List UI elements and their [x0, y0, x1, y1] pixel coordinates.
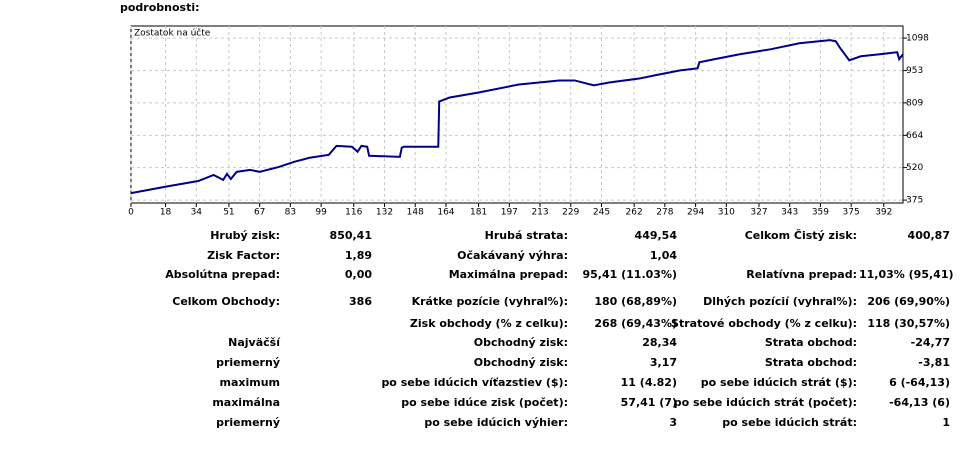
cell-value: 1 [942, 416, 950, 429]
section-title: podrobnosti: [120, 1, 200, 14]
cell-value: 0,00 [345, 268, 372, 281]
x-tick-label: 18 [160, 208, 172, 218]
cell-label: Maximálna prepad: [449, 268, 568, 281]
x-tick-label: 343 [781, 208, 798, 218]
cell-label: Stratové obchody (% z celku): [671, 317, 857, 330]
x-tick-label: 294 [687, 208, 704, 218]
x-tick-label: 67 [254, 208, 265, 218]
cell-label: Zisk Factor: [207, 249, 280, 262]
x-tick-label: 327 [750, 208, 767, 218]
x-tick-label: 34 [191, 208, 203, 218]
x-tick-label: 245 [593, 208, 610, 218]
cell-value: 386 [349, 295, 372, 308]
cell-label: po sebe idúcich výhier: [424, 416, 568, 429]
x-tick-label: 213 [531, 208, 548, 218]
cell-label: po sebe idúcich víťazstiev ($): [381, 376, 568, 389]
cell-label: Hrubá strata: [485, 229, 568, 242]
cell-label: Hrubý zisk: [210, 229, 280, 242]
cell-label: Dlhých pozícií (vyhral%): [703, 295, 857, 308]
cell-value: 57,41 (7) [621, 396, 677, 409]
cell-value: 1,89 [345, 249, 372, 262]
y-tick-label: 953 [906, 66, 923, 76]
cell-label: po sebe idúce zisk (počet): [401, 396, 568, 409]
plot-frame [130, 25, 904, 204]
x-tick-label: 181 [470, 208, 487, 218]
cell-label: po sebe idúcich strát ($): [701, 376, 857, 389]
cell-label: Strata obchod: [765, 336, 857, 349]
cell-value: 95,41 (11.03%) [583, 268, 678, 281]
cell-value: 28,34 [642, 336, 677, 349]
cell-label: Strata obchod: [765, 356, 857, 369]
cell-value: 11,03% (95,41) [859, 268, 954, 281]
cell-label: po sebe idúcich strát (počet): [674, 396, 857, 409]
cell-value: -24,77 [911, 336, 950, 349]
cell-value: 6 (-64,13) [889, 376, 950, 389]
cell-value: 1,04 [650, 249, 677, 262]
y-tick-label: 809 [906, 98, 923, 108]
cell-label: Celkom Obchody: [172, 295, 280, 308]
cell-label: maximum [219, 376, 280, 389]
x-tick-label: 116 [345, 208, 362, 218]
x-tick-label: 278 [656, 208, 673, 218]
x-tick-label: 164 [437, 208, 454, 218]
cell-value: 268 (69,43%) [594, 317, 677, 330]
x-tick-label: 229 [562, 208, 579, 218]
x-tick-label: 99 [315, 208, 327, 218]
cell-value: 206 (69,90%) [867, 295, 950, 308]
cell-value: 11 (4.82) [621, 376, 677, 389]
cell-value: 850,41 [330, 229, 372, 242]
x-tick-label: 197 [501, 208, 518, 218]
cell-value: 400,87 [908, 229, 950, 242]
cell-label: Relatívna prepad: [746, 268, 857, 281]
cell-label: Zisk obchody (% z celku): [410, 317, 568, 330]
x-tick-label: 359 [812, 208, 829, 218]
y-tick-label: 664 [906, 131, 923, 141]
cell-label: Krátke pozície (vyhral%): [412, 295, 568, 308]
x-tick-label: 262 [626, 208, 643, 218]
cell-value: 449,54 [635, 229, 678, 242]
y-tick-label: 520 [906, 163, 923, 173]
y-tick-label: 375 [906, 196, 923, 206]
cell-label: priemerný [216, 356, 280, 369]
cell-label: maximálna [212, 396, 280, 409]
x-tick-label: 392 [875, 208, 892, 218]
cell-label: po sebe idúcich strát: [722, 416, 857, 429]
cell-value: -3,81 [918, 356, 950, 369]
x-tick-label: 51 [223, 208, 234, 218]
cell-label: priemerný [216, 416, 280, 429]
x-tick-label: 310 [718, 208, 735, 218]
x-tick-label: 148 [407, 208, 424, 218]
x-tick-label: 83 [285, 208, 296, 218]
y-tick-label: 1098 [906, 34, 929, 44]
cell-value: 3 [669, 416, 677, 429]
chart-title: Zostatok na účte [134, 28, 211, 39]
cell-label: Obchodný zisk: [474, 336, 568, 349]
cell-label: Očakávaný výhra: [457, 249, 568, 262]
balance-line [130, 39, 904, 195]
cell-label: Najväčší [228, 336, 281, 349]
cell-label: Obchodný zisk: [474, 356, 568, 369]
cell-label: Absolútna prepad: [165, 268, 280, 281]
cell-value: -64,13 (6) [889, 396, 950, 409]
cell-value: 180 (68,89%) [594, 295, 677, 308]
x-tick-label: 0 [128, 208, 134, 218]
cell-value: 3,17 [650, 356, 677, 369]
x-tick-label: 375 [843, 208, 860, 218]
cell-label: Celkom Čistý zisk: [745, 229, 857, 242]
cell-value: 118 (30,57%) [867, 317, 950, 330]
x-tick-label: 132 [376, 208, 393, 218]
